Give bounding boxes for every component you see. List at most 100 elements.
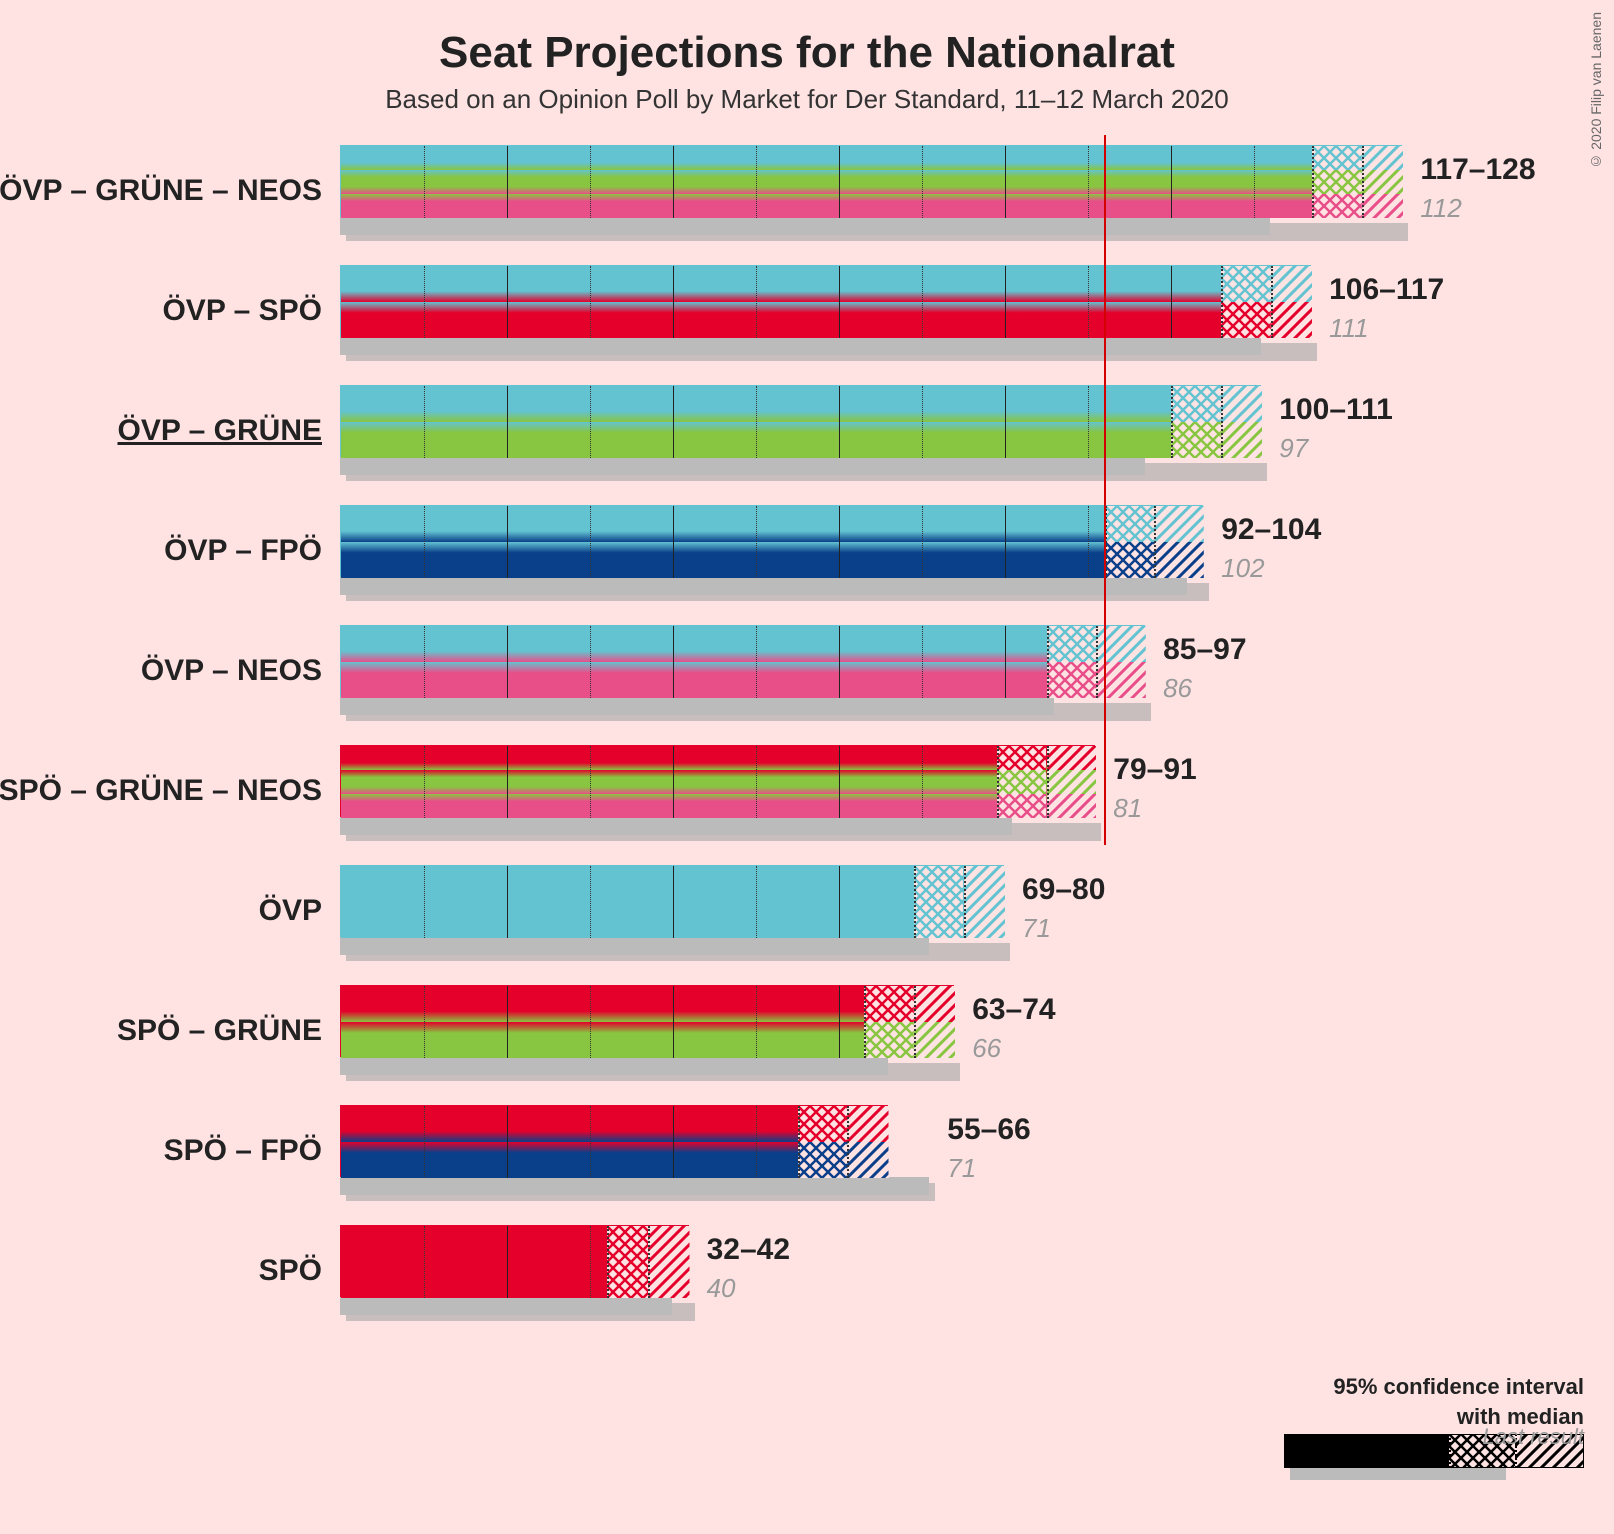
ci-separator [914,986,916,1058]
coalition-label: SPÖ – GRÜNE [117,995,340,1067]
grid-line [756,866,757,938]
ci-separator [1221,386,1223,458]
ci-high-hatch [1047,770,1097,794]
ci-separator [1047,626,1049,698]
last-result-bar [340,697,1054,715]
ci-low-hatch [607,1226,649,1298]
grid-line [424,986,425,1058]
last-result-label: 102 [1221,553,1264,584]
coalition-label: SPÖ – FPÖ [164,1115,340,1187]
ci-separator [997,746,999,818]
ci-low-hatch [1171,422,1221,458]
grid-line [673,146,674,218]
ci-low-hatch [1105,506,1155,542]
ci-separator [1154,506,1156,578]
party-stripe [341,266,1310,302]
coalition-row: SPÖ – GRÜNE 63–7466 [340,985,954,1105]
party-stripe [341,1022,953,1058]
ci-low-hatch [1221,266,1271,302]
coalition-label: ÖVP – GRÜNE [117,395,340,467]
grid-line [1088,506,1089,578]
grid-line [673,866,674,938]
last-result-bar [340,1177,929,1195]
coalition-row: ÖVP – GRÜNE – NEOS 117–128112 [340,145,1402,265]
ci-separator [1047,746,1049,818]
ci-separator [1171,386,1173,458]
range-label: 92–104 [1221,513,1321,547]
ci-low-hatch [997,794,1047,818]
ci-high-hatch [847,1106,889,1142]
coalition-label: ÖVP [259,875,340,947]
projection-bar [340,985,954,1057]
party-stripe [341,542,1202,578]
ci-low-hatch [1171,386,1221,422]
grid-line [756,746,757,818]
ci-low-hatch [1312,194,1362,218]
coalition-label: ÖVP – GRÜNE – NEOS [0,155,340,227]
grid-line [922,506,923,578]
coalition-row: SPÖ 32–4240 [340,1225,689,1345]
ci-separator [798,1106,800,1178]
ci-high-hatch [914,1022,956,1058]
ci-high-hatch [1362,194,1404,218]
party-stripe [341,146,1401,170]
grid-line [922,146,923,218]
coalition-row: ÖVP – FPÖ 92–104102 [340,505,1203,625]
coalition-row: ÖVP 69–8071 [340,865,1004,985]
grid-line [424,1226,425,1298]
grid-line [673,266,674,338]
range-label: 85–97 [1163,633,1246,667]
grid-line [424,626,425,698]
party-stripe [341,194,1401,218]
ci-separator [847,1106,849,1178]
ci-separator [864,986,866,1058]
grid-line [590,386,591,458]
party-stripe [341,506,1202,542]
ci-high-hatch [1271,266,1313,302]
grid-line [590,506,591,578]
ci-low-hatch [1312,146,1362,170]
coalition-label: ÖVP – NEOS [141,635,340,707]
grid-line [507,506,508,578]
chart-subtitle: Based on an Opinion Poll by Market for D… [0,84,1614,115]
grid-line [424,1106,425,1178]
grid-line [507,146,508,218]
projection-bar [340,865,1004,937]
grid-line [1088,386,1089,458]
coalition-label: SPÖ – GRÜNE – NEOS [0,755,340,827]
grid-line [590,146,591,218]
range-label: 117–128 [1420,153,1535,187]
range-label: 63–74 [972,993,1055,1027]
coalition-row: ÖVP – NEOS 85–9786 [340,625,1145,745]
legend-last-result-bar [1290,1468,1506,1480]
grid-line [507,1106,508,1178]
projection-bar [340,145,1402,217]
grid-line [673,386,674,458]
party-stripe [341,770,1094,794]
grid-line [1254,146,1255,218]
party-stripe [341,986,953,1022]
seat-projection-chart: ÖVP – GRÜNE – NEOS 117–128112ÖVP – SPÖ [0,145,1614,1475]
last-result-bar [340,937,929,955]
ci-low-hatch [1105,542,1155,578]
last-result-bar [340,1297,672,1315]
ci-high-hatch [964,866,1006,938]
ci-low-hatch [864,1022,914,1058]
party-stripe [341,386,1260,422]
grid-line [673,506,674,578]
grid-line [590,986,591,1058]
projection-bar [340,745,1095,817]
grid-line [424,746,425,818]
grid-line [839,626,840,698]
grid-line [424,146,425,218]
projection-bar [340,385,1261,457]
last-result-label: 81 [1113,793,1142,824]
party-stripe [341,302,1310,338]
grid-line [507,266,508,338]
last-result-bar [340,217,1270,235]
grid-line [507,986,508,1058]
grid-line [590,626,591,698]
grid-line [839,746,840,818]
grid-line [756,386,757,458]
grid-line [507,866,508,938]
